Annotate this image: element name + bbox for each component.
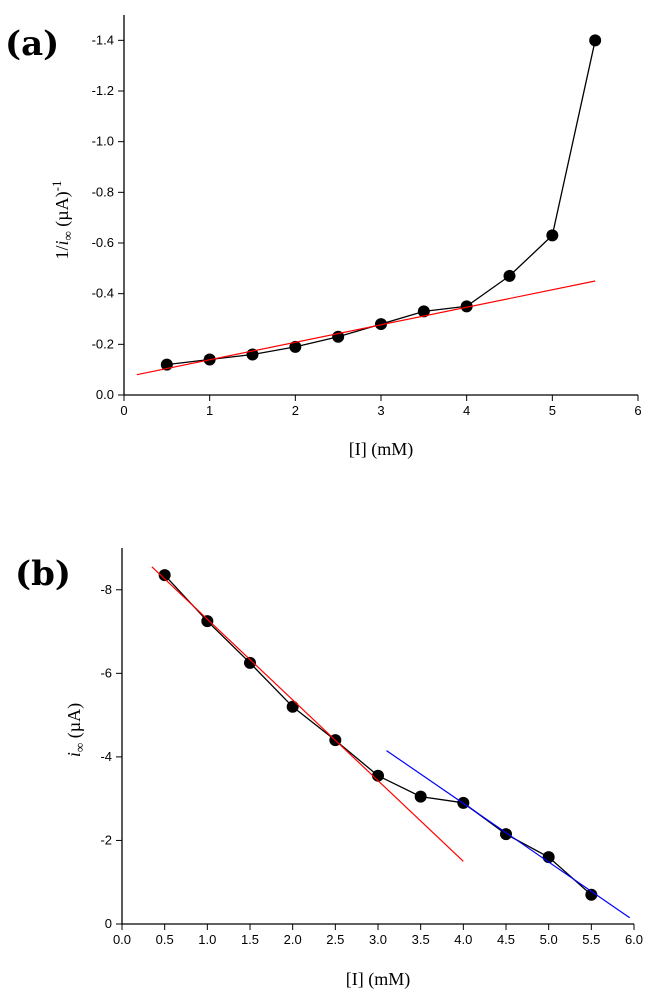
y-tick-label: -0.2 — [92, 336, 114, 351]
data-point — [286, 700, 299, 713]
y-axis-title-b-var: i — [64, 752, 84, 757]
y-axis-title-a-unit: (µA) — [52, 191, 73, 231]
y-tick-label: -0.4 — [92, 286, 114, 301]
data-point — [375, 318, 387, 331]
x-ticks-b: 0.0 0.5 1.0 1.5 2.0 2.5 3.0 3.5 4.0 4.5 5.0 5.5 6.0 — [113, 924, 643, 947]
x-tick-label: 0.5 — [156, 932, 174, 947]
data-point — [414, 790, 427, 803]
y-tick-label: -2 — [100, 832, 112, 847]
data-point — [289, 340, 302, 353]
panel-label-a: (a) — [5, 24, 59, 64]
y-tick-label: -0.6 — [92, 235, 114, 250]
y-axis-title-a-exp: -1 — [49, 180, 64, 191]
y-tick-label: -1.0 — [92, 134, 114, 149]
y-tick-label: -4 — [100, 749, 112, 764]
x-tick-label: 3.0 — [369, 932, 387, 947]
data-point — [201, 615, 214, 628]
x-tick-label: 6.0 — [625, 932, 643, 947]
data-point — [546, 229, 559, 242]
y-axis-title-a: 1/i∞ (µA)-1 — [49, 180, 75, 259]
panel-label-b: (b) — [15, 554, 71, 594]
series-line-low-fit-b — [151, 566, 464, 862]
x-tick-label: 6 — [634, 403, 641, 418]
x-tick-label: 0 — [120, 403, 127, 418]
series-line-linear-fit-a — [136, 280, 596, 376]
y-tick-label: 0 — [105, 916, 112, 931]
x-tick-label: 5.0 — [540, 932, 558, 947]
y-axis-title-b-unit: (µA) — [64, 703, 85, 743]
x-tick-label: 4.5 — [497, 932, 515, 947]
data-point — [417, 305, 430, 318]
series-line-high-fit-b — [386, 750, 631, 919]
x-tick-label: 1.5 — [241, 932, 259, 947]
x-tick-label: 4 — [463, 403, 470, 418]
y-tick-label: -1.2 — [92, 83, 114, 98]
chart-panel-b: (b) 0.0 0.5 1.0 1.5 2.0 2.5 3.0 3.5 4.0 4.5 5.0 5.5… — [15, 548, 643, 990]
x-ticks-a: 0 1 2 3 4 5 6 — [120, 395, 642, 418]
data-point — [585, 888, 598, 901]
y-tick-label: -1.4 — [92, 32, 114, 47]
y-tick-label: 0.0 — [96, 387, 114, 402]
x-tick-label: 1.0 — [198, 932, 216, 947]
y-tick-label: -8 — [100, 582, 112, 597]
series-a — [136, 34, 602, 376]
x-axis-title-a: [I] (mM) — [349, 439, 413, 460]
axes-a — [123, 15, 638, 396]
y-axis-title-a-var: i — [52, 240, 72, 245]
data-point — [503, 269, 516, 282]
data-point — [244, 656, 256, 669]
x-tick-label: 5 — [549, 403, 556, 418]
y-axis-title-a-sub: ∞ — [60, 231, 75, 240]
x-tick-label: 1 — [206, 403, 213, 418]
series-b — [151, 566, 631, 919]
y-tick-label: -0.8 — [92, 184, 114, 199]
series-line-data-a — [166, 40, 596, 366]
x-tick-label: 4.0 — [454, 932, 472, 947]
data-point — [158, 569, 171, 582]
x-axis-title-b: [I] (mM) — [346, 969, 410, 990]
data-point — [460, 300, 473, 313]
x-tick-label: 3 — [377, 403, 384, 418]
x-tick-label: 3.5 — [412, 932, 430, 947]
y-ticks-a: 0.0 -0.2 -0.4 -0.6 -0.8 -1.0 -1.2 -1.4 — [92, 32, 124, 402]
x-tick-label: 5.5 — [582, 932, 600, 947]
data-point — [589, 34, 602, 47]
chart-panel-a: (a) 0 1 2 3 4 5 6 0.0 -0.2 -0.4 -0.6 -0.8 -1.0 -1.2 -… — [5, 15, 642, 460]
data-point — [372, 769, 384, 782]
y-axis-title-a-prefix: 1/ — [52, 245, 72, 259]
x-tick-label: 0.0 — [113, 932, 131, 947]
x-tick-label: 2 — [292, 403, 299, 418]
y-tick-label: -6 — [100, 665, 112, 680]
y-axis-title-b-sub: ∞ — [72, 743, 87, 752]
y-axis-title-b: i∞ (µA) — [64, 703, 87, 757]
x-tick-label: 2.5 — [326, 932, 344, 947]
y-ticks-b: 0 -2 -4 -6 -8 — [100, 582, 122, 931]
x-tick-label: 2.0 — [284, 932, 302, 947]
